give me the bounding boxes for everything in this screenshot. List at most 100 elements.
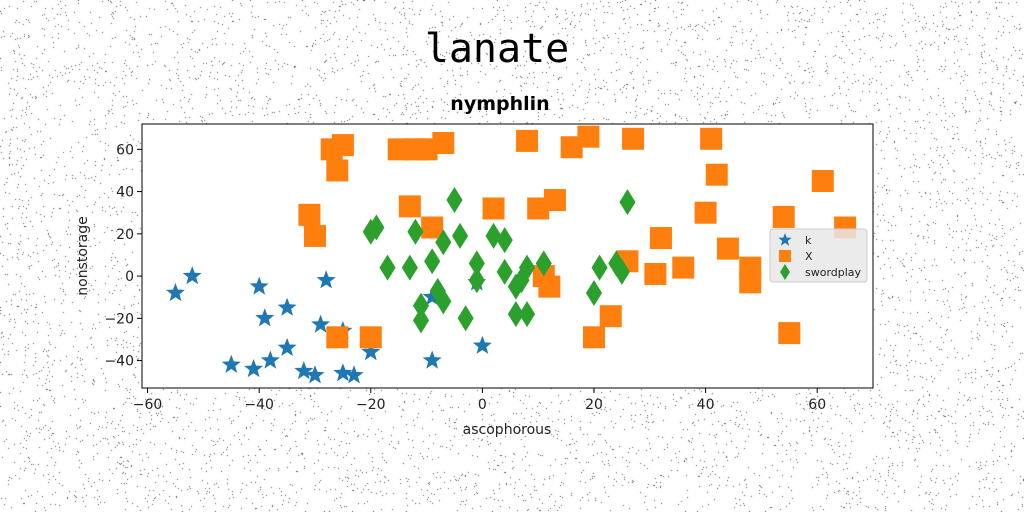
point-diamond: [518, 301, 536, 328]
point-square: [739, 271, 762, 294]
point-square: [387, 138, 410, 161]
point-diamond: [446, 187, 463, 214]
point-star: [277, 297, 297, 316]
y-tick-label: 40: [116, 185, 134, 201]
point-star: [305, 365, 325, 384]
y-tick-label: 60: [116, 142, 134, 158]
point-diamond: [507, 273, 524, 300]
point-diamond: [424, 248, 441, 275]
x-axis: −60 −40 −20 0 20 40 60: [133, 388, 826, 413]
point-square: [415, 138, 438, 161]
x-tick-label: −40: [244, 397, 274, 413]
point-diamond: [468, 250, 485, 277]
point-star: [221, 354, 241, 373]
chart-subtitle: nymphlin: [450, 93, 549, 115]
point-star: [166, 283, 185, 302]
point-square: [700, 127, 723, 150]
legend-marker-square: [779, 250, 791, 262]
point-square: [527, 197, 550, 220]
plot-area: [142, 124, 873, 388]
point-square: [560, 136, 583, 159]
y-tick-label: −40: [104, 354, 134, 370]
point-diamond: [535, 250, 552, 277]
point-star: [422, 287, 442, 306]
legend-marker-star: [778, 233, 792, 246]
point-square: [811, 170, 834, 193]
point-diamond: [496, 258, 513, 285]
point-diamond: [585, 279, 603, 306]
x-tick-label: 20: [585, 397, 603, 413]
point-square: [582, 326, 605, 349]
point-square: [516, 129, 539, 152]
point-square: [778, 322, 801, 345]
point-square: [359, 326, 382, 349]
point-star: [311, 314, 331, 333]
point-square: [432, 132, 455, 155]
point-star: [249, 276, 269, 295]
y-tick-label: 20: [116, 227, 134, 243]
point-diamond: [591, 254, 608, 281]
point-star: [344, 365, 364, 384]
point-square: [694, 201, 717, 224]
plot-frame: [141, 123, 874, 389]
point-diamond: [401, 254, 418, 281]
point-diamond: [608, 250, 625, 277]
point-square: [672, 256, 695, 279]
point-diamond: [435, 229, 452, 256]
data-points: [166, 125, 857, 384]
point-diamond: [412, 292, 430, 319]
point-square: [482, 197, 505, 220]
point-star: [255, 308, 275, 327]
point-star: [182, 266, 202, 285]
point-star: [333, 363, 353, 382]
point-square: [326, 159, 349, 182]
point-star: [277, 337, 297, 356]
point-diamond: [507, 301, 524, 328]
point-diamond: [435, 288, 452, 315]
point-star: [260, 350, 280, 369]
point-square: [398, 195, 421, 218]
point-square: [298, 203, 321, 226]
point-star: [361, 342, 381, 361]
point-star: [316, 270, 336, 289]
point-diamond: [496, 227, 513, 254]
point-diamond: [407, 218, 424, 245]
point-diamond: [362, 218, 379, 245]
point-star: [244, 359, 264, 378]
y-tick-label: −20: [104, 311, 134, 327]
point-square: [303, 224, 326, 247]
legend-label: swordplay: [805, 266, 862, 279]
point-square: [421, 216, 444, 239]
legend-marker-diamond: [780, 264, 790, 280]
point-diamond: [412, 307, 430, 334]
x-tick-label: 40: [697, 397, 715, 413]
point-square: [644, 262, 667, 285]
point-square: [622, 127, 645, 150]
point-square: [577, 125, 600, 148]
point-diamond: [457, 305, 474, 332]
point-square: [326, 326, 349, 349]
point-diamond: [379, 254, 396, 281]
y-tick-label: 0: [125, 269, 134, 285]
point-diamond: [613, 258, 630, 285]
point-square: [772, 205, 795, 228]
x-tick-label: 0: [478, 397, 487, 413]
point-diamond: [452, 222, 469, 249]
legend-box: [769, 228, 868, 283]
point-square: [331, 134, 354, 157]
point-star: [472, 335, 492, 354]
x-tick-label: −20: [356, 397, 386, 413]
point-diamond: [518, 254, 536, 281]
chart-title: lanate: [425, 26, 570, 72]
x-axis-label: ascophorous: [463, 422, 552, 438]
point-diamond: [485, 222, 502, 249]
legend-label: X: [805, 250, 813, 263]
x-tick-label: 60: [808, 397, 826, 413]
point-diamond: [429, 277, 446, 304]
legend-label: k: [805, 234, 812, 247]
point-diamond: [468, 267, 485, 294]
point-star: [422, 350, 442, 369]
x-tick-label: −60: [133, 397, 163, 413]
